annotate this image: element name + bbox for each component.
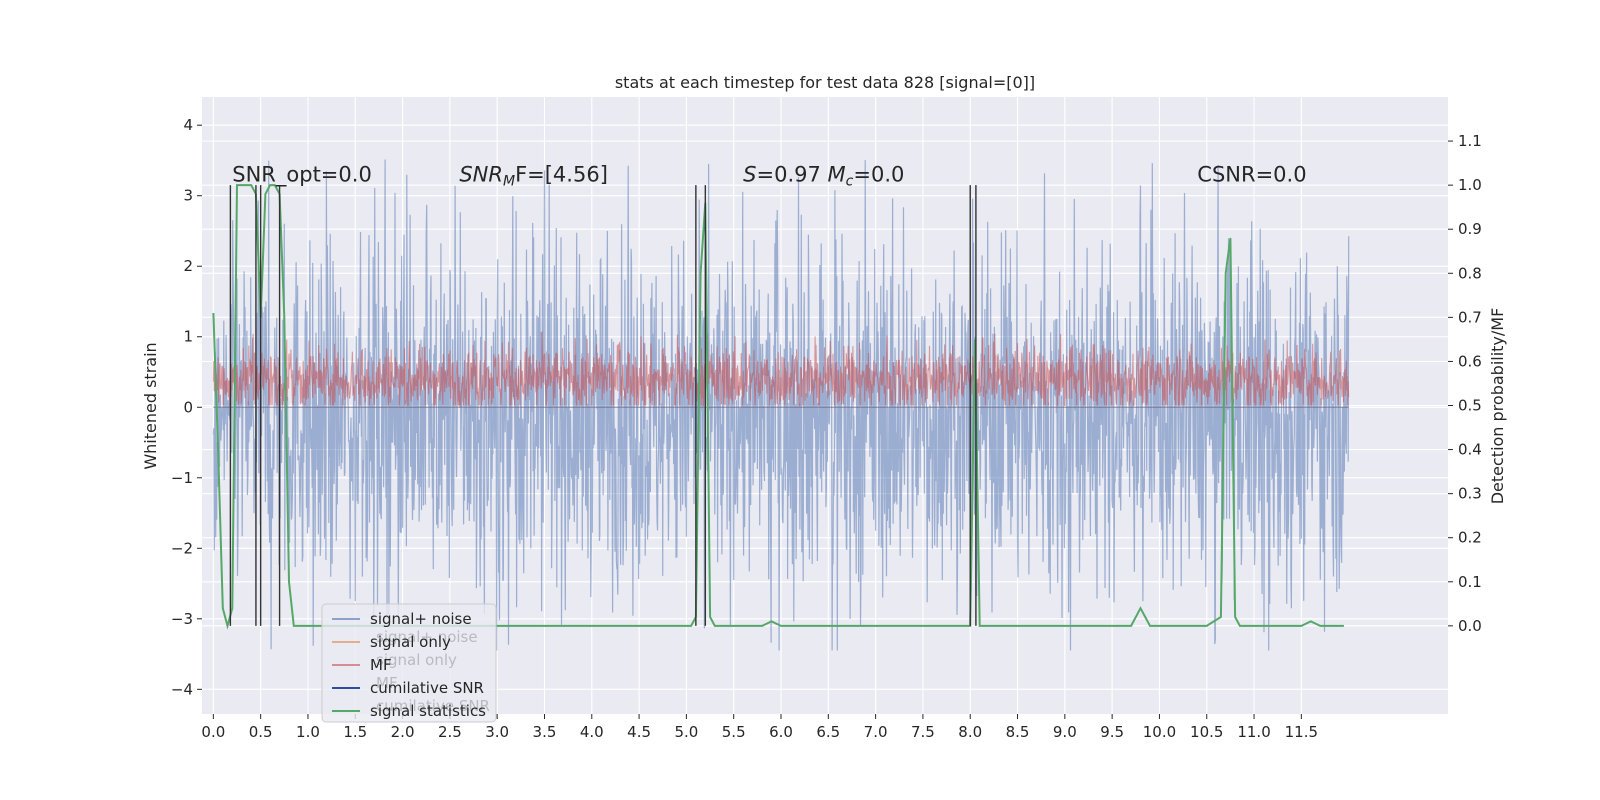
x-tick-label: 9.5	[1100, 723, 1124, 741]
annotations: SNR_opt=0.0 SNRMF=[4.56] S=0.97 Mc=0.0 CSNR…	[232, 163, 1306, 190]
x-tick-label: 4.5	[627, 723, 651, 741]
legend-ghost-label: cumilative SNR	[376, 697, 490, 715]
series-layer	[212, 159, 1350, 651]
annotation-part: M	[503, 174, 515, 190]
ticks-layer: 0.0 0.5 1.0 1.5 2.0 2.5 3.0 3.5 4.0 4.5 5.0 5.5 6.0 6…	[171, 116, 1482, 741]
x-tick-label: 5.0	[674, 723, 698, 741]
x-tick-label: 8.5	[1006, 723, 1030, 741]
annotation-text: SNR_opt=0.0	[232, 163, 372, 188]
x-tick-label: 9.0	[1053, 723, 1077, 741]
y-tick-label-right: 0.7	[1458, 308, 1482, 326]
legend-label: signal+ noise	[370, 610, 472, 628]
y-axis-label-right: Detection probability/MF	[1488, 308, 1507, 505]
y-axis-label-left: Whitened strain	[141, 342, 160, 469]
x-tick-label: 3.5	[533, 723, 557, 741]
x-tick-label: 6.5	[816, 723, 840, 741]
y-tick-label-left: 3	[183, 187, 193, 205]
y-tick-label-right: 0.8	[1458, 264, 1482, 282]
x-tick-label: 1.5	[343, 723, 367, 741]
y-tick-label-left: 1	[183, 328, 193, 346]
y-tick-label-left: −3	[171, 610, 193, 628]
legend-ghost-label: MF	[376, 674, 398, 692]
x-tick-label: 0.5	[249, 723, 273, 741]
y-tick-label-right: 0.1	[1458, 573, 1482, 591]
x-tick-label: 7.0	[864, 723, 888, 741]
y-tick-label-right: 0.6	[1458, 352, 1482, 370]
series-signal-statistics-line	[212, 184, 1344, 630]
annotation-part: M	[828, 163, 846, 187]
legend-ghost-label: signal only	[376, 651, 457, 669]
y-tick-label-right: 0.5	[1458, 397, 1482, 415]
y-tick-label-left: 0	[183, 398, 193, 416]
annotation-part: =0.97	[757, 163, 828, 187]
y-tick-label-left: −2	[171, 539, 193, 557]
legend-ghost-label: signal+ noise	[376, 628, 478, 646]
x-tick-label: 7.5	[911, 723, 935, 741]
annotation-text: S=0.97 Mc=0.0	[743, 163, 904, 190]
y-tick-label-left: −1	[171, 469, 193, 487]
y-tick-label-right: 0.9	[1458, 220, 1482, 238]
annotation-part: c	[846, 174, 854, 190]
legend-label: signal statistics	[370, 702, 486, 720]
x-tick-label: 10.0	[1143, 723, 1176, 741]
legend-label: signal only	[370, 633, 451, 651]
annotation-text: SNRMF=[4.56]	[459, 163, 608, 190]
y-tick-label-left: 2	[183, 257, 193, 275]
x-tick-label: 4.0	[580, 723, 604, 741]
legend-label: MF	[370, 656, 392, 674]
y-tick-label-left: 4	[183, 116, 193, 134]
x-tick-label: 6.0	[769, 723, 793, 741]
x-tick-label: 5.5	[722, 723, 746, 741]
y-tick-label-left: −4	[171, 680, 193, 698]
chart-title: stats at each timestep for test data 828…	[615, 73, 1035, 92]
x-tick-label: 10.5	[1190, 723, 1223, 741]
annotation-part: SNR	[459, 163, 503, 187]
x-tick-label: 0.0	[201, 723, 225, 741]
x-tick-label: 11.5	[1285, 723, 1318, 741]
x-tick-label: 2.5	[438, 723, 462, 741]
x-tick-label: 1.0	[296, 723, 320, 741]
x-tick-label: 11.0	[1237, 723, 1270, 741]
annotation-part: F=[4.56]	[515, 163, 608, 187]
y-tick-label-right: 0.0	[1458, 617, 1482, 635]
annotation-text: CSNR=0.0	[1197, 163, 1306, 187]
x-tick-label: 2.0	[391, 723, 415, 741]
y-tick-label-right: 0.3	[1458, 485, 1482, 503]
y-tick-label-right: 0.2	[1458, 529, 1482, 547]
annotation-part: =0.0	[853, 163, 904, 187]
legend-box	[321, 603, 497, 723]
series-mf-line	[212, 331, 1350, 408]
series-group	[212, 159, 1350, 651]
annotation-part: S	[743, 163, 756, 187]
y-tick-label-right: 1.0	[1458, 176, 1482, 194]
x-tick-label: 3.0	[485, 723, 509, 741]
legend-label: cumilative SNR	[370, 679, 484, 697]
x-tick-label: 8.0	[958, 723, 982, 741]
y-tick-label-right: 0.4	[1458, 441, 1482, 459]
y-tick-label-right: 1.1	[1458, 132, 1482, 150]
